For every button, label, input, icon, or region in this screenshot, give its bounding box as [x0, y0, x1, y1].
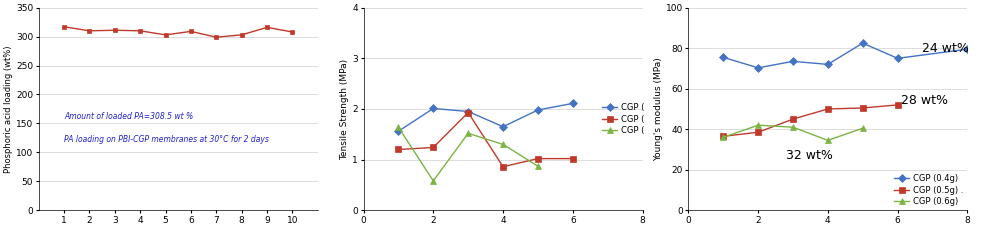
Text: 28 wt%: 28 wt% [901, 94, 948, 107]
Legend: CGP (, CGP (, CGP (: CGP (, CGP (, CGP ( [602, 103, 644, 135]
Text: PA loading on PBI-CGP membranes at 30°C for 2 days: PA loading on PBI-CGP membranes at 30°C … [64, 135, 269, 144]
Text: Amount of loaded PA=308.5 wt %: Amount of loaded PA=308.5 wt % [64, 112, 193, 121]
Y-axis label: Young's modulus (MPa): Young's modulus (MPa) [654, 57, 663, 161]
Text: 32 wt%: 32 wt% [786, 149, 833, 162]
Legend: CGP (0.4g), CGP (0.5g) ., CGP (0.6g): CGP (0.4g), CGP (0.5g) ., CGP (0.6g) [895, 174, 963, 206]
Y-axis label: Phosphoric acid loading (wt%): Phosphoric acid loading (wt%) [4, 45, 13, 173]
Text: 24 wt%: 24 wt% [922, 42, 969, 55]
Y-axis label: Tensile Strength (MPa): Tensile Strength (MPa) [341, 58, 350, 160]
